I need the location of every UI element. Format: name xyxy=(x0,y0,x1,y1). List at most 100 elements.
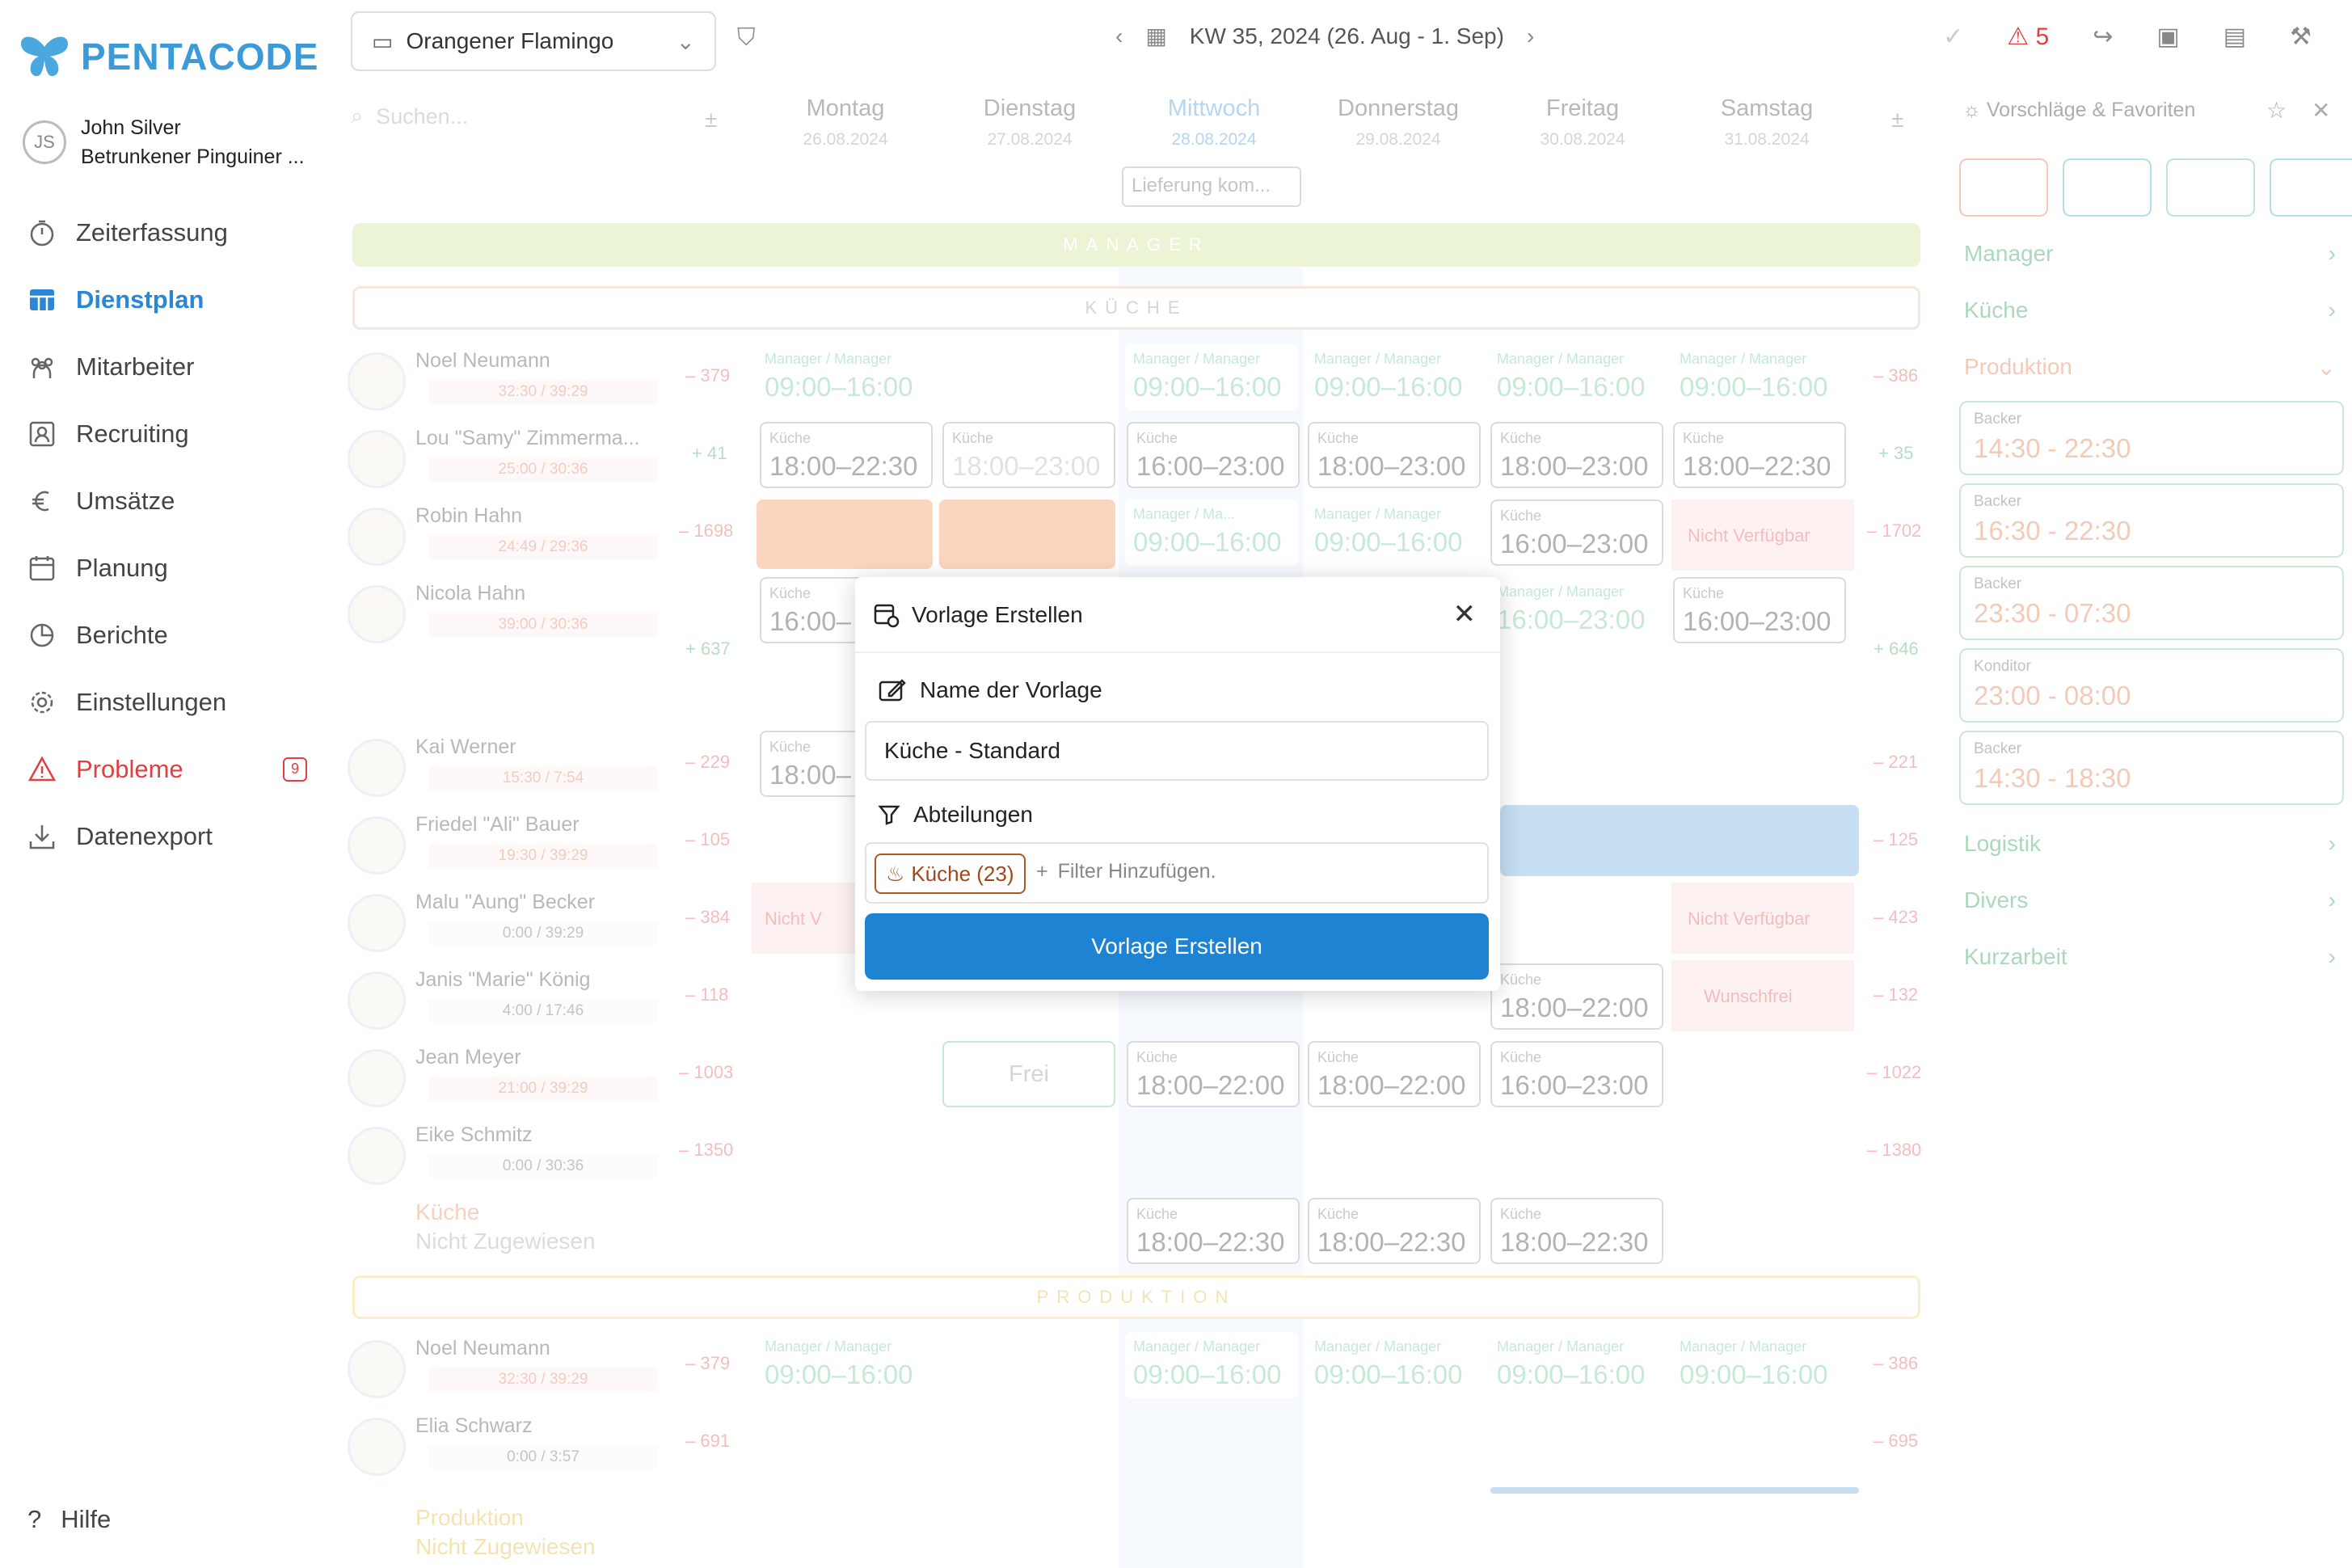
dept-produktion[interactable]: PRODUKTION xyxy=(352,1275,1920,1319)
add-row-button[interactable]: ± xyxy=(705,107,718,132)
category-logistik[interactable]: Logistik › xyxy=(1964,831,2336,857)
employee-row[interactable]: Kai Werner 15:30 / 7:54 xyxy=(348,731,671,803)
shift-card[interactable]: Manager / Ma... 09:00–16:00 xyxy=(1125,499,1298,566)
sidebar-item-probleme[interactable]: Probleme 9 xyxy=(27,736,318,803)
filter-button[interactable] xyxy=(2166,158,2255,217)
add-column-button[interactable]: ± xyxy=(1891,107,1904,132)
day-header-thursday[interactable]: Donnerstag 29.08.2024 xyxy=(1306,95,1490,150)
sidebar-item-planung[interactable]: Planung xyxy=(27,534,318,601)
day-header-wednesday[interactable]: Mittwoch 28.08.2024 xyxy=(1122,95,1306,150)
employee-row[interactable]: Noel Neumann 32:30 / 39:29 xyxy=(348,344,671,417)
create-template-button[interactable]: Vorlage Erstellen xyxy=(865,913,1489,980)
close-icon[interactable]: ✕ xyxy=(2312,98,2331,123)
employee-row[interactable]: Nicola Hahn 39:00 / 30:36 xyxy=(348,577,671,650)
close-icon[interactable]: ✕ xyxy=(1452,599,1477,630)
template-card[interactable]: Backer 23:30 - 07:30 xyxy=(1959,566,2344,640)
filter-button[interactable] xyxy=(1959,158,2048,217)
sidebar-item-mitarbeiter[interactable]: Mitarbeiter xyxy=(27,333,318,400)
employee-row[interactable]: Lou "Samy" Zimmerma... 25:00 / 30:36 xyxy=(348,422,671,495)
shift-card[interactable]: Küche 18:00–22:30 xyxy=(760,422,933,488)
sidebar-item-zeiterfassung[interactable]: Zeiterfassung xyxy=(27,199,318,266)
day-header-friday[interactable]: Freitag 30.08.2024 xyxy=(1490,95,1675,150)
free-day-block[interactable]: Frei xyxy=(942,1041,1115,1107)
category-produktion[interactable]: Produktion ⌄ xyxy=(1964,354,2336,381)
shift-card[interactable]: Küche 16:00–23:00 xyxy=(1673,577,1846,643)
sidebar-item-datenexport[interactable]: Datenexport xyxy=(27,803,318,870)
template-card[interactable]: Konditor 23:00 - 08:00 xyxy=(1959,648,2344,723)
department-chip[interactable]: ♨ Küche (23) xyxy=(875,854,1026,894)
filter-button[interactable] xyxy=(2063,158,2152,217)
sidebar-item-dienstplan[interactable]: Dienstplan xyxy=(27,266,318,333)
help-link[interactable]: ? Hilfe xyxy=(27,1505,111,1534)
employee-row[interactable]: Noel Neumann 32:30 / 39:29 xyxy=(348,1332,671,1405)
employee-row[interactable]: Elia Schwarz 0:00 / 3:57 xyxy=(348,1410,671,1482)
shift-card[interactable]: Küche 18:00–22:00 xyxy=(1490,963,1663,1030)
employee-row[interactable]: Robin Hahn 24:49 / 29:36 xyxy=(348,499,671,572)
sidebar-item-recruiting[interactable]: Recruiting xyxy=(27,400,318,467)
absence-block[interactable] xyxy=(939,499,1115,569)
day-header-monday[interactable]: Montag 26.08.2024 xyxy=(753,95,938,150)
shift-card[interactable]: Küche 16:00–23:00 xyxy=(1490,499,1663,566)
template-icon[interactable]: ▤ xyxy=(2223,23,2247,50)
day-note[interactable]: Lieferung kom... xyxy=(1122,166,1301,207)
chevron-left-icon[interactable]: ‹ xyxy=(1115,23,1123,48)
shift-card[interactable]: Manager / Manager 09:00–16:00 xyxy=(1489,1332,1662,1398)
day-header-tuesday[interactable]: Dienstag 27.08.2024 xyxy=(938,95,1122,150)
sidebar-item-berichte[interactable]: Berichte xyxy=(27,601,318,668)
template-name-input[interactable] xyxy=(865,721,1489,781)
day-header-saturday[interactable]: Samstag 31.08.2024 xyxy=(1675,95,1859,150)
shift-card[interactable]: Manager / Manager 09:00–16:00 xyxy=(1306,1332,1479,1398)
user-profile[interactable]: JS John Silver Betrunkener Pinguiner ... xyxy=(23,113,305,171)
star-icon[interactable]: ☆ xyxy=(2266,98,2287,123)
shift-card[interactable]: Küche 18:00–23:00 xyxy=(1490,422,1663,488)
dept-manager[interactable]: MANAGER xyxy=(352,223,1920,267)
filter-icon[interactable]: ⛉ xyxy=(737,24,756,51)
shift-card[interactable]: Manager / Manager 09:00–16:00 xyxy=(757,344,929,411)
week-label[interactable]: KW 35, 2024 (26. Aug - 1. Sep) xyxy=(1189,23,1504,48)
warnings-button[interactable]: ⚠ 5 xyxy=(2007,23,2049,51)
add-filter-button[interactable]: + Filter Hinzufügen. xyxy=(1036,860,1216,883)
share-icon[interactable]: ↪ xyxy=(2093,23,2114,50)
check-icon[interactable]: ✓ xyxy=(1943,23,1964,50)
shift-card[interactable]: Manager / Manager 09:00–16:00 xyxy=(1125,1332,1298,1398)
chevron-right-icon[interactable]: › xyxy=(1526,23,1535,48)
sidebar-item-einstellungen[interactable]: Einstellungen xyxy=(27,668,318,736)
shift-card[interactable]: Küche 18:00–22:30 xyxy=(1490,1198,1663,1264)
shift-card[interactable]: Manager / Manager 09:00–16:00 xyxy=(1671,1332,1844,1398)
category-divers[interactable]: Divers › xyxy=(1964,887,2336,913)
shift-card[interactable]: Küche 18:00–23:00 xyxy=(1308,422,1481,488)
sidebar-item-umsaetze[interactable]: Umsätze xyxy=(27,467,318,534)
category-manager[interactable]: Manager › xyxy=(1964,241,2336,267)
employee-row[interactable]: Janis "Marie" König 4:00 / 17:46 xyxy=(348,963,671,1036)
logo[interactable]: PENTACODE xyxy=(19,34,318,79)
employee-row[interactable]: Friedel "Ali" Bauer 19:30 / 39:29 xyxy=(348,808,671,881)
shift-card[interactable]: Manager / Manager 09:00–16:00 xyxy=(1489,344,1662,411)
shift-card[interactable]: Manager / Manager 09:00–16:00 xyxy=(1125,344,1298,411)
dept-kueche[interactable]: KÜCHE xyxy=(352,286,1920,330)
shift-card[interactable]: Küche 18:00–22:00 xyxy=(1127,1041,1300,1107)
template-card[interactable]: Backer 14:30 - 22:30 xyxy=(1959,401,2344,475)
shift-card[interactable]: Küche 16:00–23:00 xyxy=(1127,422,1300,488)
shift-card[interactable]: Küche 18:00–22:30 xyxy=(1308,1198,1481,1264)
filter-button[interactable] xyxy=(2270,158,2352,217)
shift-card[interactable]: Küche 18:00–22:30 xyxy=(1673,422,1846,488)
category-kurzarbeit[interactable]: Kurzarbeit › xyxy=(1964,944,2336,970)
employee-row[interactable]: Malu "Aung" Becker 0:00 / 39:29 xyxy=(348,886,671,959)
shift-card[interactable]: Küche 18:00–23:00 xyxy=(942,422,1115,488)
vacation-block[interactable] xyxy=(1490,1487,1859,1494)
shift-card[interactable]: Küche 16:00–23:00 xyxy=(1490,1041,1663,1107)
shift-card[interactable]: Manager / Manager 09:00–16:00 xyxy=(1671,344,1844,411)
location-select[interactable]: ▭ Orangener Flamingo ⌄ xyxy=(351,11,716,71)
department-filter[interactable]: ♨ Küche (23) + Filter Hinzufügen. xyxy=(865,842,1489,904)
vacation-block[interactable] xyxy=(1500,805,1859,876)
shift-card[interactable]: Küche 18:00–22:00 xyxy=(1308,1041,1481,1107)
shift-card[interactable]: Küche 18:00–22:30 xyxy=(1127,1198,1300,1264)
absence-block[interactable] xyxy=(757,499,933,569)
shift-card[interactable]: Manager / Manager 09:00–16:00 xyxy=(1306,499,1479,566)
shift-card[interactable]: Manager / Manager 09:00–16:00 xyxy=(1306,344,1479,411)
tv-icon[interactable]: ▣ xyxy=(2156,23,2180,50)
search-input[interactable]: ⌕ Suchen... xyxy=(351,103,468,129)
shift-card[interactable]: Manager / Manager 09:00–16:00 xyxy=(757,1332,929,1398)
unassigned-row-produktion[interactable]: Produktion Nicht Zugewiesen xyxy=(348,1500,671,1568)
template-card[interactable]: Backer 16:30 - 22:30 xyxy=(1959,483,2344,558)
